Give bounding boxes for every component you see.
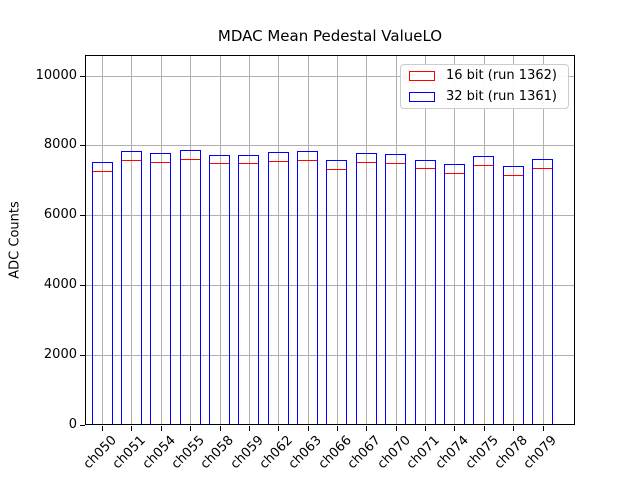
- ytick-mark-8000: [80, 145, 85, 147]
- xtick-mark-ch054: [160, 426, 162, 431]
- legend-swatch-32bit: [409, 92, 435, 102]
- gridline-vertical-ch050: [102, 55, 103, 425]
- bar-32bit-ch050: [91, 162, 113, 425]
- gridline-vertical-ch058: [219, 55, 221, 425]
- legend-label-16bit: 16 bit (run 1362): [446, 68, 557, 83]
- gridline-horizontal-8000: [85, 145, 575, 147]
- xtick-mark-ch070: [395, 426, 397, 431]
- xtick-mark-ch063: [307, 426, 309, 431]
- xtick-mark-ch055: [190, 426, 192, 431]
- bar-32bit-ch074: [443, 163, 465, 425]
- ytick-label-8000: 8000: [43, 137, 77, 153]
- bar-32bit-ch067: [355, 153, 377, 425]
- gridline-vertical-ch062: [278, 55, 280, 425]
- bar-32bit-ch079: [532, 159, 553, 425]
- bar-32bit-ch070: [385, 154, 407, 425]
- gridline-vertical-ch055: [190, 55, 192, 425]
- ytick-label-4000: 4000: [43, 277, 77, 293]
- xtick-mark-ch050: [102, 426, 103, 431]
- gridline-vertical-ch054: [160, 55, 162, 425]
- gridline-vertical-ch075: [483, 55, 485, 425]
- xtick-mark-ch067: [366, 426, 368, 431]
- bar-32bit-ch058: [209, 154, 230, 425]
- gridline-vertical-ch066: [336, 55, 338, 425]
- ytick-label-0: 0: [68, 417, 77, 432]
- bar-32bit-ch054: [150, 153, 172, 425]
- gridline-vertical-ch078: [513, 55, 515, 425]
- bar-32bit-ch078: [502, 166, 524, 425]
- ytick-mark-4000: [80, 285, 85, 287]
- bar-32bit-ch071: [414, 160, 436, 425]
- bar-32bit-ch059: [238, 154, 260, 425]
- legend: 16 bit (run 1362) 32 bit (run 1361): [400, 64, 569, 109]
- legend-swatch-16bit: [409, 71, 435, 81]
- xtick-mark-ch066: [336, 426, 338, 431]
- gridline-vertical-ch074: [454, 55, 456, 425]
- legend-item-32bit: 32 bit (run 1361): [409, 89, 560, 105]
- gridline-vertical-ch071: [425, 55, 426, 425]
- gridline-vertical-ch063: [307, 55, 309, 425]
- gridline-horizontal-10000: [85, 75, 575, 77]
- gridline-vertical-ch059: [248, 55, 250, 425]
- ytick-mark-2000: [80, 355, 85, 357]
- chart-title: MDAC Mean Pedestal ValueLO: [217, 27, 443, 45]
- ytick-label-6000: 6000: [43, 207, 77, 223]
- gridline-vertical-ch070: [395, 55, 397, 425]
- xtick-label-ch070: ch070: [374, 433, 414, 473]
- bar-32bit-ch062: [267, 152, 289, 425]
- ytick-mark-6000: [80, 215, 85, 217]
- gridline-horizontal-6000: [85, 215, 575, 217]
- bar-32bit-ch063: [297, 150, 319, 425]
- bar-32bit-ch066: [326, 160, 348, 425]
- gridline-vertical-ch067: [366, 55, 368, 425]
- legend-label-32bit: 32 bit (run 1361): [446, 89, 557, 104]
- gridline-vertical-ch079: [542, 55, 544, 425]
- xtick-mark-ch071: [425, 426, 426, 431]
- xtick-mark-ch079: [542, 426, 544, 431]
- xtick-mark-ch062: [278, 426, 280, 431]
- ytick-label-10000: 10000: [35, 67, 77, 83]
- gridline-vertical-ch051: [131, 55, 133, 425]
- ytick-mark-10000: [80, 75, 85, 77]
- ytick-label-2000: 2000: [43, 347, 77, 363]
- xtick-mark-ch051: [131, 426, 133, 431]
- gridline-horizontal-2000: [85, 355, 575, 357]
- bar-32bit-ch055: [179, 149, 201, 425]
- xtick-mark-ch078: [513, 426, 515, 431]
- gridline-horizontal-4000: [85, 285, 575, 287]
- xtick-mark-ch075: [483, 426, 485, 431]
- xtick-mark-ch058: [219, 426, 221, 431]
- xtick-label-ch054: ch054: [139, 433, 179, 473]
- legend-item-16bit: 16 bit (run 1362): [409, 68, 560, 84]
- xtick-mark-ch059: [248, 426, 250, 431]
- xtick-mark-ch074: [454, 426, 456, 431]
- ytick-mark-0: [80, 425, 85, 426]
- bar-32bit-ch075: [473, 156, 495, 425]
- bar-32bit-ch051: [120, 150, 142, 425]
